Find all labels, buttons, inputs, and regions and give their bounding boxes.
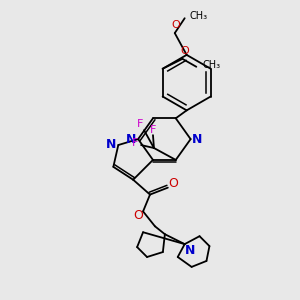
Text: O: O (180, 46, 189, 56)
Text: N: N (184, 244, 195, 256)
Text: O: O (171, 20, 180, 30)
Text: O: O (133, 209, 143, 222)
Text: CH₃: CH₃ (202, 60, 220, 70)
Text: O: O (168, 177, 178, 190)
Text: CH₃: CH₃ (190, 11, 208, 21)
Text: N: N (192, 133, 203, 146)
Text: N: N (106, 138, 116, 151)
Text: N: N (126, 133, 136, 146)
Text: F: F (137, 119, 143, 129)
Text: F: F (132, 138, 138, 148)
Text: F: F (150, 125, 156, 135)
